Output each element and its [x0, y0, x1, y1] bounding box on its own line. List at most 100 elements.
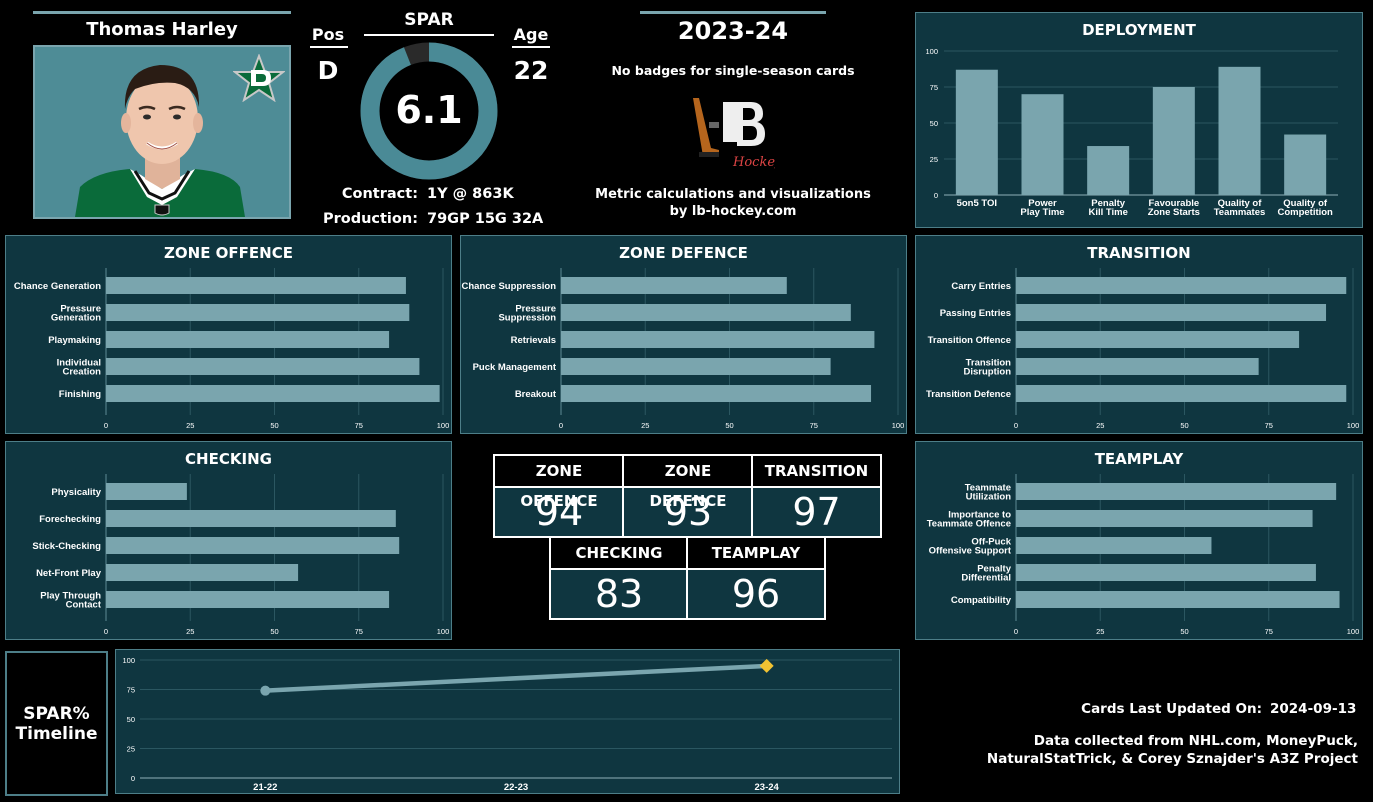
transition-chart: 0 25 50 75 100 Carry Entries Passing Entries Tr…: [926, 268, 1360, 430]
category-label-line: Penalty: [977, 564, 1012, 575]
score-zone-offence-value: 94: [534, 490, 584, 534]
age-value: 22: [513, 56, 549, 85]
category-label: Individual Creation: [57, 358, 102, 378]
current-season-marker: [759, 658, 774, 673]
y-tick-label: 25: [127, 745, 135, 754]
score-checking-label: CHECKING: [551, 538, 687, 570]
score-transition-label: TRANSITION: [753, 456, 880, 488]
category-label-line: Differential: [961, 573, 1011, 584]
badges-text: No badges for single-season cards: [611, 63, 855, 78]
score-zone-defence-label: ZONE DEFENCE: [624, 456, 752, 510]
category-label-line: Carry Entries: [951, 281, 1011, 292]
category-label-line: Competition: [1277, 207, 1333, 218]
timeline-label-line1: SPAR%: [23, 703, 90, 724]
x-tick-label: 0: [559, 421, 563, 430]
x-tick-label: 75: [1265, 421, 1273, 430]
timeline-label-line2: Timeline: [15, 723, 98, 744]
category-label-line: Chance Suppression: [462, 281, 557, 292]
bar: [1016, 331, 1300, 348]
category-label-line: Disruption: [964, 367, 1012, 378]
name-topline: [33, 11, 291, 14]
x-tick-label: 100: [1347, 421, 1360, 430]
category-label-line: Individual: [57, 358, 101, 369]
data-source-line1: Data collected from NHL.com, MoneyPuck,: [1033, 733, 1358, 749]
x-tick-label: 100: [892, 421, 905, 430]
category-label: Play Through Contact: [40, 591, 102, 611]
x-tick-label: 50: [1180, 627, 1188, 636]
teamplay-chart: 0 25 50 75 100 Teammate Utilization Importance …: [927, 474, 1360, 636]
lb-hockey-logo: Hockey: [685, 94, 783, 174]
category-label: Puck Management: [473, 362, 557, 373]
category-label-line: Playmaking: [48, 335, 101, 346]
bar: [1016, 483, 1337, 500]
category-label-line: Puck Management: [473, 362, 557, 373]
category-label: Transition Defence: [926, 389, 1011, 400]
x-tick-label: 50: [270, 421, 278, 430]
series-line: [265, 663, 767, 693]
season-topline: [640, 11, 826, 14]
category-label-line: Breakout: [515, 389, 557, 400]
category-label-line: Pressure: [60, 304, 101, 315]
x-tick-label: 75: [355, 421, 363, 430]
category-label: Favourable Zone Starts: [1148, 198, 1200, 218]
category-label: Teammate Utilization: [965, 483, 1011, 503]
x-tick-label: 0: [104, 421, 108, 430]
x-tick-label: 100: [1347, 627, 1360, 636]
x-tick-label: 75: [810, 421, 818, 430]
category-label-line: Contact: [66, 600, 102, 611]
category-label-line: Teammate: [965, 483, 1011, 494]
x-tick-label: 22-23: [504, 782, 528, 793]
category-label: Importance to Teammate Offence: [927, 510, 1012, 530]
x-tick-label: 75: [1265, 627, 1273, 636]
category-label: Physicality: [51, 487, 101, 498]
category-label-line: Favourable: [1148, 198, 1199, 209]
bar: [1087, 146, 1130, 195]
category-label: Penalty Differential: [961, 564, 1011, 584]
category-label-line: Forechecking: [39, 514, 101, 525]
zone-offence-panel: ZONE OFFENCE 0 25 50 75 100 Chance Generation…: [5, 235, 452, 434]
team-logo-icon: [232, 53, 286, 103]
age-underline: [512, 46, 550, 48]
x-tick-label: 100: [437, 627, 450, 636]
category-label: Off-Puck Offensive Support: [929, 537, 1012, 557]
bar: [106, 564, 299, 581]
pos-label: Pos: [311, 25, 345, 44]
category-label-line: Play Time: [1020, 207, 1064, 218]
y-tick-label: 75: [930, 83, 938, 92]
category-label: Transition Disruption: [964, 358, 1012, 378]
score-teamplay-value: 96: [731, 572, 781, 616]
bar: [1021, 94, 1064, 195]
bar: [106, 385, 440, 402]
category-label-line: Utilization: [966, 492, 1012, 503]
category-label-line: Play Through: [40, 591, 101, 602]
category-label-line: Teammate Offence: [927, 519, 1011, 530]
category-label: 5on5 TOI: [957, 198, 997, 209]
contract-label: Contract:: [341, 186, 418, 202]
category-label: Carry Entries: [951, 281, 1011, 292]
zone-defence-panel: ZONE DEFENCE 0 25 50 75 100 Chance Suppressio…: [460, 235, 907, 434]
age-label: Age: [513, 25, 549, 44]
bar: [1016, 537, 1212, 554]
transition-title: TRANSITION: [1087, 244, 1191, 262]
category-label-line: Transition Defence: [926, 389, 1011, 400]
x-tick-label: 50: [1180, 421, 1188, 430]
production-label: Production:: [322, 211, 418, 227]
category-label-line: Power: [1028, 198, 1057, 209]
timeline-panel: 0 25 50 75 100 21-22 22-23 23-24: [115, 649, 900, 794]
bar: [106, 277, 406, 294]
y-tick-label: 50: [930, 119, 938, 128]
category-label-line: Retrievals: [511, 335, 556, 346]
teamplay-panel: TEAMPLAY 0 25 50 75 100 Teammate Utilization Im…: [915, 441, 1363, 640]
category-label-line: Offensive Support: [929, 546, 1012, 557]
x-tick-label: 25: [1096, 421, 1104, 430]
bar: [106, 591, 390, 608]
bar: [1016, 591, 1340, 608]
category-label: Breakout: [515, 389, 557, 400]
transition-panel: TRANSITION 0 25 50 75 100 Carry Entries Passin…: [915, 235, 1363, 434]
bar: [561, 304, 851, 321]
category-label-line: Passing Entries: [940, 308, 1011, 319]
score-teamplay: TEAMPLAY 96: [686, 536, 826, 620]
contract-value: 1Y @ 863K: [427, 186, 514, 202]
category-label-line: Quality of: [1283, 198, 1328, 209]
bar: [1284, 134, 1327, 195]
